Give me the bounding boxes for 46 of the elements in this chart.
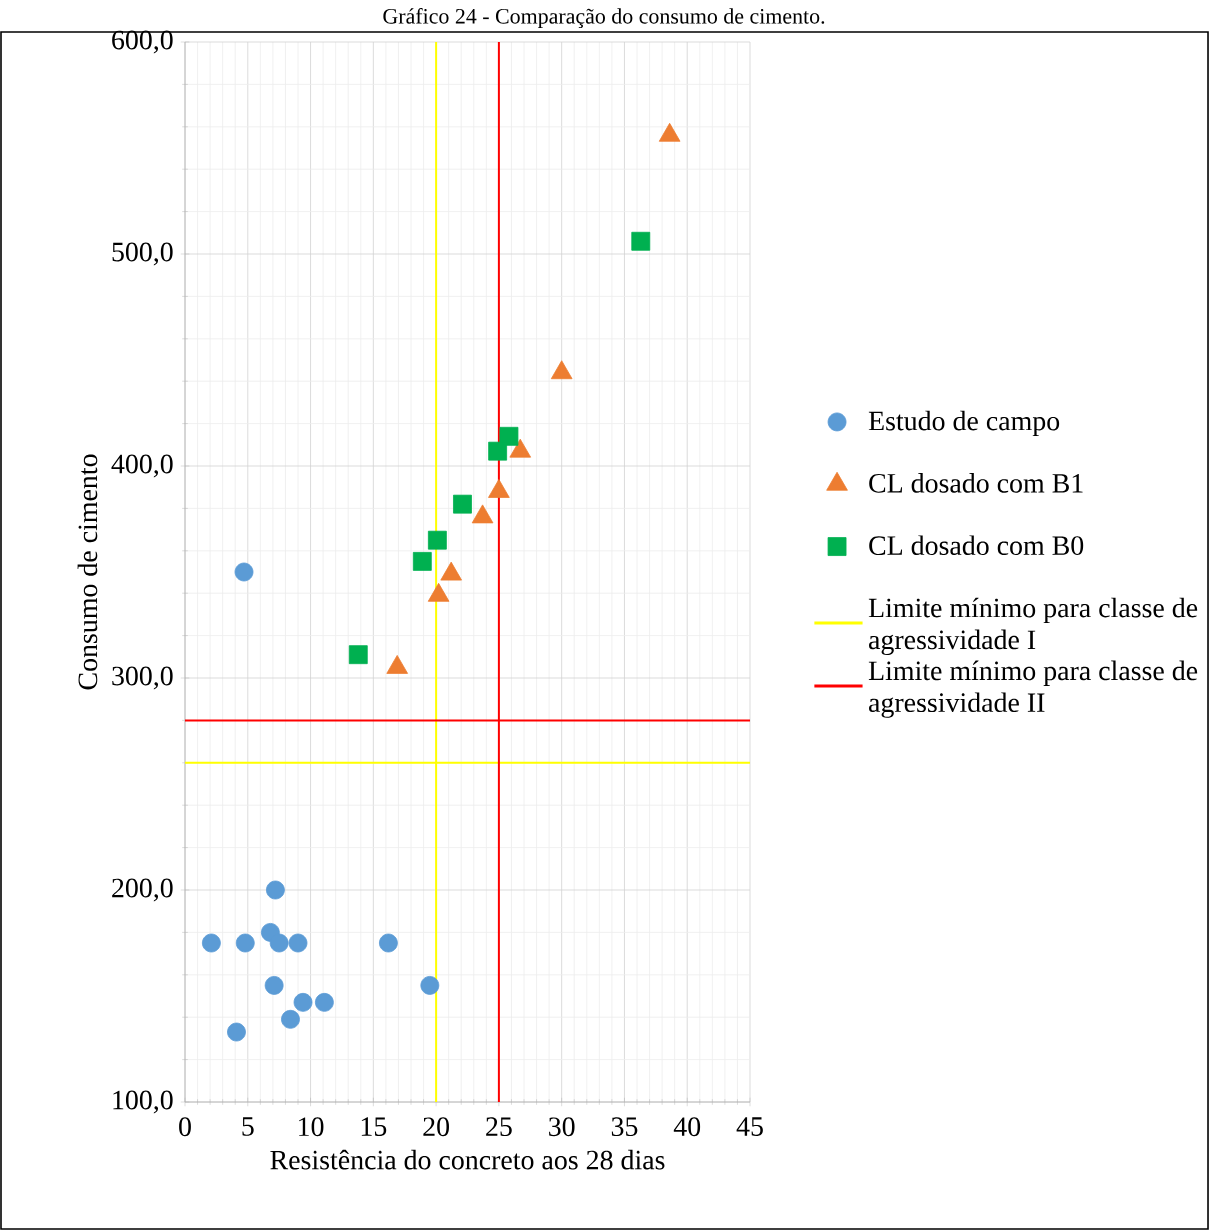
chart-title: Gráfico 24 - Comparação do consumo de cimento. <box>383 8 825 29</box>
x-tick-label: 10 <box>299 1117 324 1137</box>
point <box>427 530 447 550</box>
point <box>266 880 285 900</box>
legend-label: CL dosado com B1 <box>869 473 1083 493</box>
x-tick-label: 45 <box>736 1117 763 1136</box>
point <box>269 933 289 953</box>
y-tick-label: 500,0 <box>112 242 173 266</box>
point <box>264 976 284 995</box>
x-tick-label: 0 <box>179 1117 191 1137</box>
point <box>420 976 440 995</box>
point <box>453 494 472 514</box>
point <box>201 933 221 953</box>
point <box>227 1022 246 1042</box>
x-tick-label: 30 <box>549 1117 575 1137</box>
x-tick-label: 35 <box>611 1117 638 1137</box>
point <box>293 992 313 1012</box>
point <box>550 360 573 380</box>
point <box>488 441 508 461</box>
x-tick-label: 25 <box>486 1117 512 1137</box>
x-tick-label: 20 <box>423 1117 449 1137</box>
legend-label: Limite mínimo para classe de agressividade I <box>868 597 1198 656</box>
y-tick-label: 200,0 <box>112 878 173 902</box>
point <box>631 231 651 251</box>
x-tick-label: 5 <box>242 1117 254 1136</box>
point <box>288 933 308 953</box>
point <box>499 426 519 446</box>
y-tick-label: 400,0 <box>111 454 173 478</box>
y-tick-label: 100,0 <box>113 1090 173 1114</box>
y-tick-label: 600,0 <box>112 30 173 54</box>
point <box>314 992 334 1012</box>
point <box>379 933 398 953</box>
y-axis-title: Consumo de cimento <box>77 454 98 690</box>
legend-label: Estudo de campo <box>868 410 1060 437</box>
x-axis-title: Resistência do concreto aos 28 dias <box>270 1149 665 1170</box>
y-tick-label: 300,0 <box>112 666 173 690</box>
legend-label: CL dosado com B0 <box>869 535 1084 556</box>
point <box>658 122 681 142</box>
point <box>235 933 255 953</box>
x-tick-label: 15 <box>361 1117 387 1136</box>
point <box>234 562 254 582</box>
point <box>412 552 432 571</box>
x-tick-label: 40 <box>673 1117 701 1137</box>
point <box>281 1009 300 1029</box>
point <box>348 645 368 665</box>
legend-label: Limite mínimo para classe de agressividade II <box>868 660 1198 718</box>
